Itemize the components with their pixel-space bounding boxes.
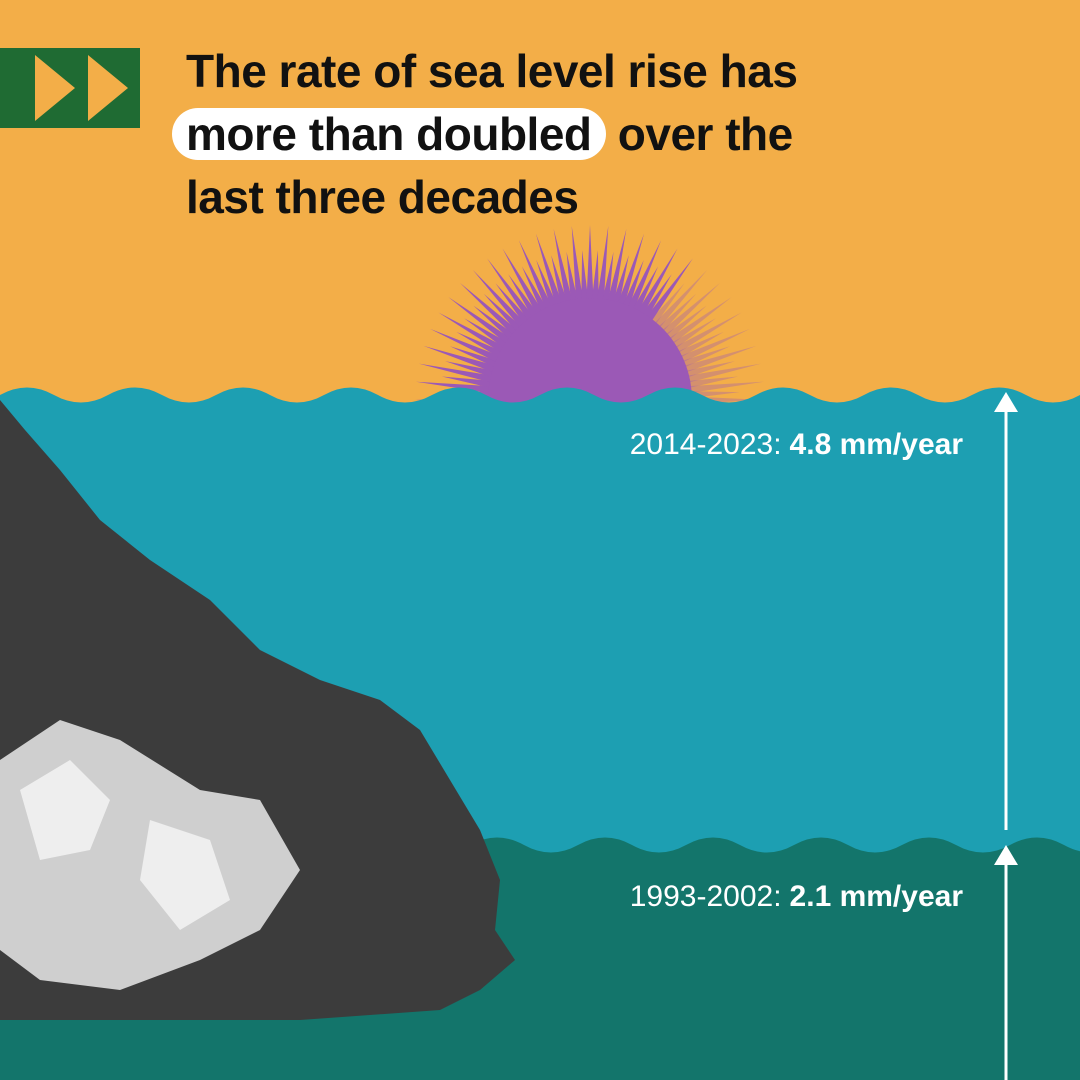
sun-ray: [627, 240, 662, 311]
sun-ray: [617, 233, 645, 307]
sun-ray: [459, 282, 519, 336]
headline: The rate of sea level rise has more than…: [172, 40, 798, 229]
sun-ray: [658, 293, 697, 332]
sun-ray: [536, 259, 558, 308]
sun-ray: [668, 297, 732, 345]
sun-ray: [521, 266, 548, 313]
sun-ray: [581, 250, 589, 301]
sun-ray: [612, 255, 629, 305]
sun-ray: [591, 250, 599, 301]
sun-ray: [602, 251, 614, 302]
sun-ray: [553, 228, 573, 303]
sun-ray: [654, 269, 708, 329]
sun-ray: [487, 258, 535, 322]
sun-ray: [571, 225, 584, 301]
sun-ray: [596, 225, 609, 301]
sun-ray: [456, 331, 503, 358]
sun-ray: [586, 225, 594, 301]
headline-highlight: more than doubled: [172, 108, 606, 160]
sun-ray: [665, 305, 707, 340]
sun-ray: [483, 293, 522, 332]
sun-ray: [473, 305, 515, 340]
sun-ray: [636, 248, 678, 316]
sun-ray: [495, 283, 530, 325]
period: 1993-2002:: [629, 880, 782, 913]
sun-ray: [645, 258, 693, 322]
sun-ray: [641, 274, 672, 319]
sun-ray: [508, 274, 539, 319]
rock-highlight: [20, 760, 230, 930]
sun-ray: [682, 346, 731, 368]
sun-ray: [441, 376, 492, 388]
arrowhead-upper: [994, 392, 1018, 412]
sun-ray: [674, 312, 742, 354]
sun-ray: [518, 240, 553, 311]
sun-ray: [622, 259, 644, 308]
headline-line: last three decades: [186, 171, 579, 223]
sun-ray: [677, 331, 724, 358]
sun-ray: [650, 283, 685, 325]
period: 2014-2023:: [629, 428, 782, 461]
sun-ray: [683, 345, 757, 373]
sun-ray: [423, 345, 497, 373]
sun-ray: [535, 233, 563, 307]
sun-ray: [661, 282, 721, 336]
level-label: 2014-2023: 4.8 mm/year: [630, 428, 963, 462]
headline-line: over the: [617, 108, 793, 160]
sun-ray: [689, 381, 765, 394]
sun-ray: [418, 363, 493, 383]
sun-ray: [685, 361, 735, 378]
level-label: 1993-2002: 2.1 mm/year: [630, 880, 963, 914]
sun-ray: [679, 328, 750, 363]
sun-ray: [632, 266, 659, 313]
rate: 2.1 mm/year: [789, 880, 963, 913]
sun-ray: [688, 376, 739, 388]
sun-ray: [502, 248, 544, 316]
sun-ray: [671, 318, 716, 349]
arrowhead-lower: [994, 845, 1018, 865]
sun-ray: [445, 361, 495, 378]
sun-ray: [566, 251, 578, 302]
sun-ray: [448, 297, 512, 345]
rate: 4.8 mm/year: [789, 428, 963, 461]
logo-arrows: [35, 55, 128, 121]
sun-ray: [472, 269, 526, 329]
sun-ray: [449, 346, 498, 368]
sun-ray: [607, 228, 627, 303]
sun-ray: [551, 255, 568, 305]
headline-line: The rate of sea level rise has: [186, 45, 798, 97]
sun-ray: [438, 312, 506, 354]
sun-ray: [687, 363, 762, 383]
sun-ray: [464, 318, 509, 349]
sun-ray: [430, 328, 501, 363]
